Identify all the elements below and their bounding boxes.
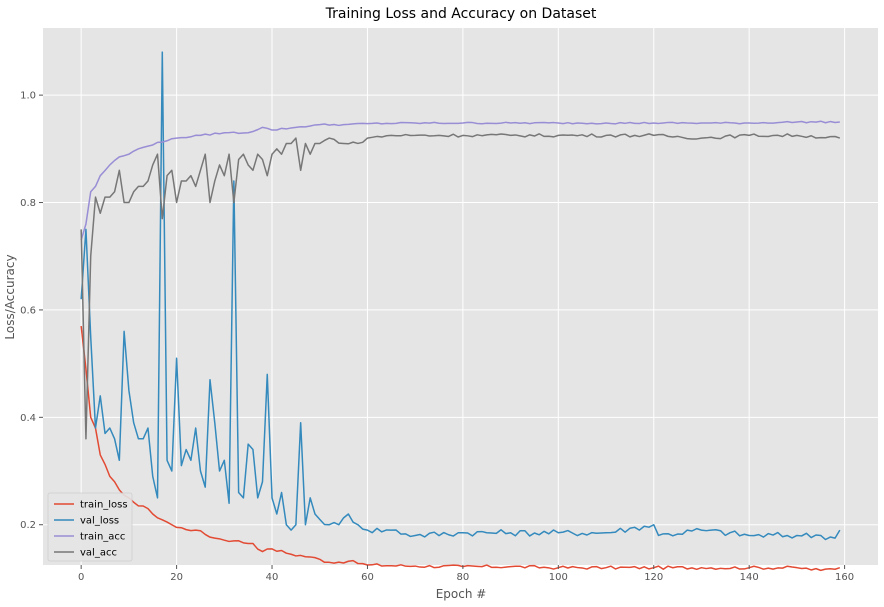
- x-tick-label: 100: [549, 572, 568, 583]
- x-tick-label: 40: [266, 572, 279, 583]
- x-tick-label: 80: [457, 572, 470, 583]
- legend-label: train_loss: [80, 500, 128, 511]
- x-tick-label: 60: [361, 572, 374, 583]
- y-tick-label: 0.6: [20, 305, 36, 316]
- x-tick-label: 160: [835, 572, 854, 583]
- plot-area: [43, 28, 878, 565]
- legend: train_loss val_loss train_acc val_acc: [47, 492, 133, 562]
- x-axis-label: Epoch #: [436, 587, 487, 601]
- y-tick-label: 0.8: [20, 198, 36, 209]
- legend-label: val_loss: [80, 516, 119, 527]
- x-tick-label: 120: [644, 572, 663, 583]
- y-tick-label: 1.0: [20, 91, 36, 102]
- legend-label: val_acc: [80, 548, 117, 559]
- y-tick-labels: 0.2 0.4 0.6 0.8 1.0: [20, 91, 43, 531]
- legend-box: [47, 492, 133, 562]
- x-tick-labels: 0 20 40 60 80 100 120 140 160: [78, 565, 854, 583]
- y-tick-label: 0.2: [20, 520, 36, 531]
- series-layer: [80, 51, 841, 572]
- grid-layer: [43, 28, 878, 565]
- x-tick-label: 0: [78, 572, 84, 583]
- x-tick-label: 140: [740, 572, 759, 583]
- chart-title: Training Loss and Accuracy on Dataset: [325, 6, 597, 22]
- series-line-val-loss: [80, 51, 841, 541]
- series-line-val-acc: [80, 133, 841, 440]
- series-line-train-loss: [80, 325, 841, 572]
- y-tick-label: 0.4: [20, 413, 36, 424]
- legend-label: train_acc: [80, 532, 125, 543]
- y-axis-label: Loss/Accuracy: [3, 254, 17, 339]
- x-tick-label: 20: [170, 572, 183, 583]
- series-line-train-acc: [80, 120, 840, 241]
